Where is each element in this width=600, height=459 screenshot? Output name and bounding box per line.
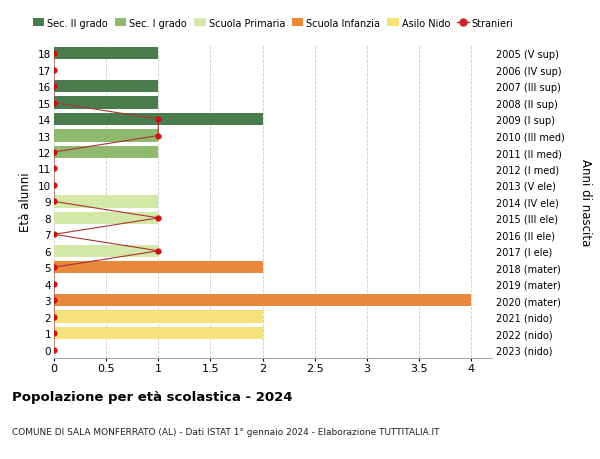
Bar (54, 81, 158, 93)
Bar (54, 212, 158, 224)
Bar (54, 327, 263, 340)
Bar (54, 245, 158, 257)
Bar (54, 114, 263, 126)
Legend: Sec. II grado, Sec. I grado, Scuola Primaria, Scuola Infanzia, Asilo Nido, Stran: Sec. II grado, Sec. I grado, Scuola Prim… (33, 18, 513, 28)
Bar (54, 311, 263, 323)
Bar (54, 196, 158, 208)
Y-axis label: Anni di nascita: Anni di nascita (579, 158, 592, 246)
Bar (54, 294, 471, 307)
Text: Popolazione per età scolastica - 2024: Popolazione per età scolastica - 2024 (12, 390, 293, 403)
Bar (54, 130, 158, 142)
Bar (54, 97, 158, 110)
Bar (54, 146, 158, 159)
Text: COMUNE DI SALA MONFERRATO (AL) - Dati ISTAT 1° gennaio 2024 - Elaborazione TUTTI: COMUNE DI SALA MONFERRATO (AL) - Dati IS… (12, 427, 439, 436)
Bar (54, 262, 263, 274)
Bar (54, 48, 158, 60)
Y-axis label: Età alunni: Età alunni (19, 172, 32, 232)
